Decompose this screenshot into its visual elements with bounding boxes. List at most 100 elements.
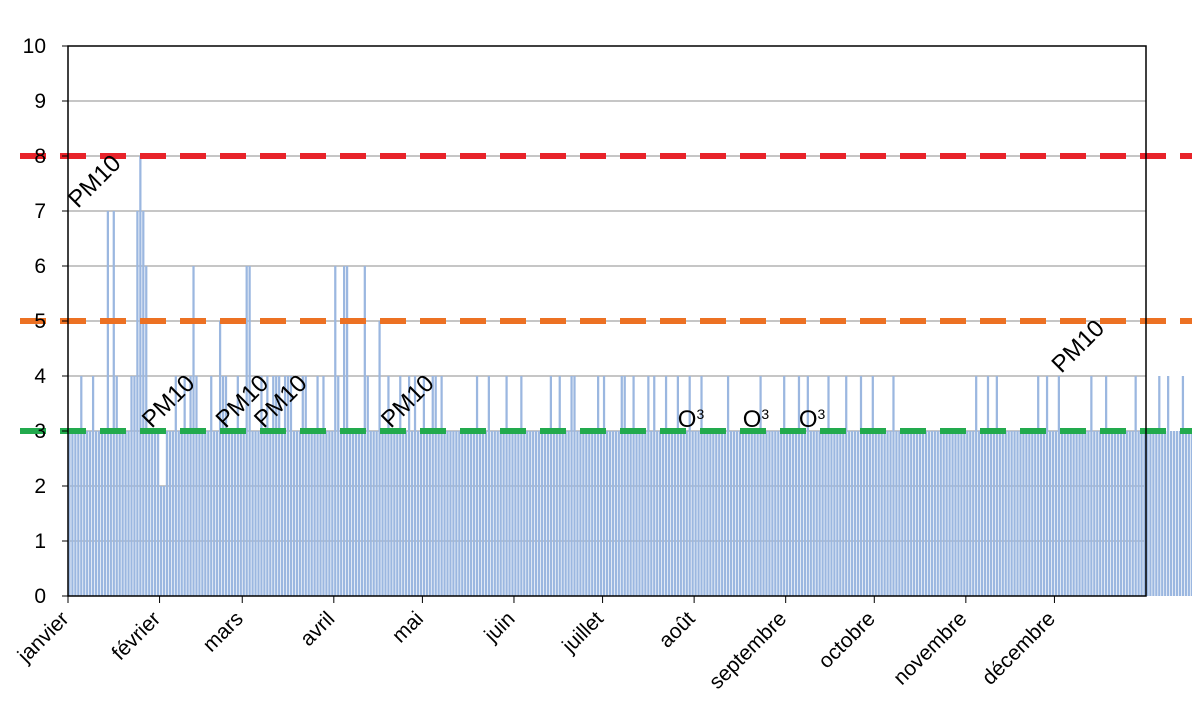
bar-day-340 xyxy=(1069,431,1072,596)
bar-day-203 xyxy=(664,376,668,596)
bar-day-38 xyxy=(177,431,180,596)
bar-day-1 xyxy=(68,431,71,596)
bar-day-318 xyxy=(1004,431,1007,596)
bar-day-276 xyxy=(880,431,883,596)
bar-day-288 xyxy=(915,431,919,596)
bar-day-215 xyxy=(700,376,703,596)
bar-day-50 xyxy=(213,431,216,596)
bar-day-87 xyxy=(322,376,325,596)
bar-day-171 xyxy=(570,376,573,596)
bar-day-346 xyxy=(1087,431,1090,596)
bar-day-131 xyxy=(452,431,455,596)
bar-day-290 xyxy=(921,431,925,596)
bar-day-353 xyxy=(1107,431,1111,596)
y-tick-label: 2 xyxy=(34,475,46,498)
bar-day-350 xyxy=(1099,431,1102,596)
bar-day-201 xyxy=(659,431,662,596)
bar-day-120 xyxy=(419,431,423,596)
bar-day-281 xyxy=(895,431,898,596)
bar-day-143 xyxy=(487,376,490,596)
bar-day-345 xyxy=(1084,431,1087,596)
bar-day-379 xyxy=(1184,431,1187,596)
bar-day-72 xyxy=(278,376,281,596)
bar-day-104 xyxy=(372,431,375,596)
y-axis-ticks: 0 1 2 3 4 5 6 7 8 9 10 xyxy=(23,35,68,608)
bar-day-66 xyxy=(260,376,263,596)
bar-day-327 xyxy=(1031,431,1034,596)
month-label: février xyxy=(108,607,166,665)
bar-day-312 xyxy=(986,376,990,596)
bar-day-14 xyxy=(106,211,109,596)
annotation-o3: O3 xyxy=(743,406,770,433)
bar-day-34 xyxy=(165,431,169,596)
bar-day-12 xyxy=(100,431,104,596)
bar-day-79 xyxy=(298,431,301,596)
bar-day-372 xyxy=(1164,431,1167,596)
bar-day-153 xyxy=(517,431,520,596)
bar-day-212 xyxy=(691,431,694,596)
bar-day-254 xyxy=(815,431,818,596)
bar-day-19 xyxy=(121,431,124,596)
bar-day-297 xyxy=(942,431,945,596)
bar-day-30 xyxy=(154,431,157,596)
bar-day-334 xyxy=(1051,431,1055,596)
month-label: octobre xyxy=(814,607,880,673)
bar-day-282 xyxy=(898,431,901,596)
bar-day-260 xyxy=(833,431,836,596)
bar-day-4 xyxy=(77,431,80,596)
bar-day-82 xyxy=(307,431,310,596)
bar-day-253 xyxy=(812,431,815,596)
bar-day-270 xyxy=(862,431,866,596)
bar-day-234 xyxy=(756,431,759,596)
month-label: juillet xyxy=(557,607,608,658)
y-tick-label: 4 xyxy=(34,365,46,388)
bar-day-179 xyxy=(594,431,597,596)
bar-day-294 xyxy=(933,431,936,596)
bar-day-197 xyxy=(647,376,650,596)
bar-day-113 xyxy=(399,376,402,596)
bar-day-39 xyxy=(180,431,183,596)
bar-day-213 xyxy=(694,431,697,596)
bar-day-83 xyxy=(310,431,313,596)
bar-day-115 xyxy=(405,431,408,596)
bar-day-261 xyxy=(836,431,839,596)
bar-day-371 xyxy=(1161,431,1164,596)
bar-day-150 xyxy=(508,431,511,596)
bar-day-204 xyxy=(667,431,671,596)
month-label: janvier xyxy=(13,607,74,668)
bar-day-351 xyxy=(1102,431,1105,596)
bar-day-295 xyxy=(936,431,939,596)
bar-day-187 xyxy=(617,431,620,596)
bar-day-306 xyxy=(969,431,972,596)
bar-day-28 xyxy=(148,431,151,596)
bar-day-168 xyxy=(561,431,564,596)
bar-day-206 xyxy=(673,431,677,596)
bar-day-92 xyxy=(337,376,340,596)
bar-day-356 xyxy=(1116,431,1120,596)
bar-day-322 xyxy=(1016,431,1019,596)
bar-day-24 xyxy=(136,211,139,596)
bar-day-248 xyxy=(797,376,801,596)
bar-day-36 xyxy=(171,431,174,596)
bar-day-159 xyxy=(535,431,538,596)
bar-day-111 xyxy=(393,431,396,596)
bar-day-165 xyxy=(552,431,555,596)
month-label: mars xyxy=(199,607,248,656)
bar-day-232 xyxy=(750,431,753,596)
bar-day-367 xyxy=(1149,431,1152,596)
bar-day-221 xyxy=(718,431,721,596)
bar-day-192 xyxy=(632,376,635,596)
bar-day-55 xyxy=(227,431,231,596)
bar-day-103 xyxy=(369,431,372,596)
bar-day-32 xyxy=(159,486,163,596)
bar-day-57 xyxy=(233,431,236,596)
bar-day-257 xyxy=(824,431,827,596)
bar-day-244 xyxy=(786,431,789,596)
bar-day-100 xyxy=(360,431,363,596)
bar-day-207 xyxy=(676,376,679,596)
bar-day-15 xyxy=(109,431,112,596)
bar-day-305 xyxy=(966,431,969,596)
bar-day-365 xyxy=(1143,431,1146,596)
bar-day-60 xyxy=(242,431,245,596)
bar-day-29 xyxy=(151,431,154,596)
